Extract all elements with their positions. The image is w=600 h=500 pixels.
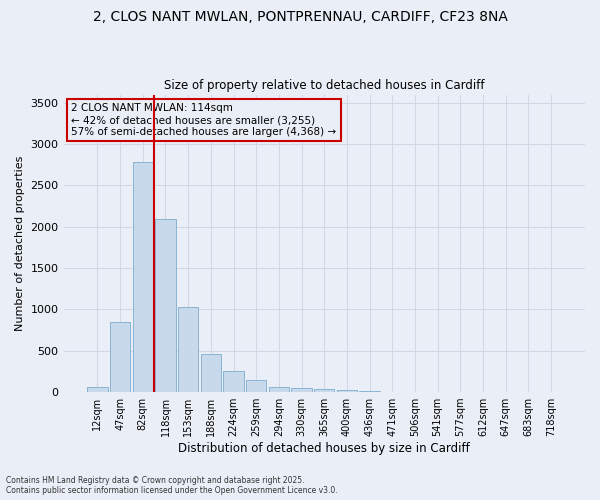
Bar bbox=[133, 162, 153, 392]
Bar bbox=[314, 389, 334, 392]
Text: 2 CLOS NANT MWLAN: 114sqm
← 42% of detached houses are smaller (3,255)
57% of se: 2 CLOS NANT MWLAN: 114sqm ← 42% of detac… bbox=[71, 104, 337, 136]
Bar bbox=[87, 387, 107, 392]
Bar bbox=[246, 380, 266, 392]
Bar bbox=[110, 322, 130, 392]
Text: Contains HM Land Registry data © Crown copyright and database right 2025.
Contai: Contains HM Land Registry data © Crown c… bbox=[6, 476, 338, 495]
Bar bbox=[269, 386, 289, 392]
Bar bbox=[223, 372, 244, 392]
X-axis label: Distribution of detached houses by size in Cardiff: Distribution of detached houses by size … bbox=[178, 442, 470, 455]
Title: Size of property relative to detached houses in Cardiff: Size of property relative to detached ho… bbox=[164, 79, 485, 92]
Bar bbox=[200, 354, 221, 392]
Bar bbox=[292, 388, 312, 392]
Bar bbox=[155, 218, 176, 392]
Y-axis label: Number of detached properties: Number of detached properties bbox=[15, 156, 25, 331]
Bar bbox=[337, 390, 357, 392]
Bar bbox=[178, 307, 199, 392]
Text: 2, CLOS NANT MWLAN, PONTPRENNAU, CARDIFF, CF23 8NA: 2, CLOS NANT MWLAN, PONTPRENNAU, CARDIFF… bbox=[92, 10, 508, 24]
